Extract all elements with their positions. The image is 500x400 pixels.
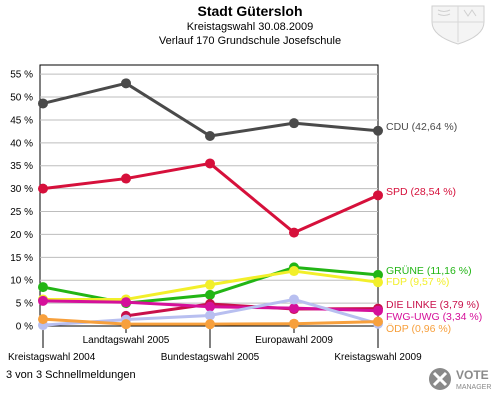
logo-text-vote: VOTE: [456, 368, 489, 382]
logo-text-manager: MANAGER: [456, 384, 491, 391]
data-point: [38, 183, 48, 194]
data-point: [289, 318, 299, 329]
chart-titles: Stadt Gütersloh Kreistagswahl 30.08.2009…: [0, 3, 500, 48]
data-point: [289, 294, 299, 305]
chart-title: Stadt Gütersloh: [197, 3, 303, 19]
series-end-label: GRÜNE (11,16 %): [386, 265, 472, 277]
x-tick-label: Kreistagswahl 2004: [8, 352, 96, 363]
data-point: [373, 316, 383, 327]
data-point: [38, 295, 48, 306]
data-point: [373, 305, 383, 316]
vote-manager-logo: VOTE MANAGER: [429, 368, 491, 391]
data-point: [373, 269, 383, 280]
series-end-label: SPD (28,54 %): [386, 186, 456, 198]
series-end-label: FWG-UWG (3,34 %): [386, 311, 482, 323]
data-point: [205, 319, 215, 330]
data-point: [289, 118, 299, 129]
series-end-label: CDU (42,64 %): [386, 121, 457, 133]
y-tick-label: 40 %: [10, 138, 33, 149]
coat-of-arms-icon: [431, 5, 485, 45]
data-point: [373, 190, 383, 201]
series-end-label: ÖDP (0,96 %): [386, 323, 451, 335]
footer-status: 3 von 3 Schnellmeldungen: [6, 369, 136, 381]
data-point: [121, 297, 131, 308]
data-point: [38, 282, 48, 293]
data-point: [289, 266, 299, 277]
series-end-label: DIE LINKE (3,79 %): [386, 299, 479, 311]
data-point: [38, 98, 48, 109]
y-tick-label: 10 %: [10, 276, 33, 287]
data-point: [121, 173, 131, 184]
series-labels: CDU (42,64 %) SPD (28,54 %) GRÜNE (11,16 %…: [386, 121, 482, 335]
data-point: [205, 289, 215, 300]
data-point: [205, 130, 215, 141]
x-tick-label: Bundestagswahl 2005: [161, 352, 260, 363]
y-tick-label: 45 %: [10, 115, 33, 126]
y-tick-label: 5 %: [16, 299, 33, 310]
data-point: [205, 158, 215, 169]
data-point: [121, 78, 131, 89]
y-tick-label: 15 %: [10, 253, 33, 264]
y-tick-label: 25 %: [10, 207, 33, 218]
data-point: [373, 125, 383, 136]
data-point: [289, 303, 299, 314]
y-tick-label: 55 %: [10, 70, 33, 81]
y-tick-label: 30 %: [10, 184, 33, 195]
y-tick-label: 0 %: [16, 322, 33, 333]
chart-subtitle-election: Kreistagswahl 30.08.2009: [186, 21, 314, 33]
axes: 0 % 5 % 10 % 15 % 20 % 25 % 30 % 35 % 40 % 45 % 50…: [8, 70, 422, 363]
x-tick-label: Kreistagswahl 2009: [334, 352, 422, 363]
x-tick-label: Landtagswahl 2005: [83, 335, 170, 346]
series-lines: [38, 78, 383, 331]
data-point: [205, 301, 215, 312]
y-tick-label: 35 %: [10, 161, 33, 172]
x-tick-label: Europawahl 2009: [255, 335, 333, 346]
data-point: [373, 277, 383, 288]
data-point: [289, 227, 299, 238]
data-point: [121, 319, 131, 330]
data-point: [38, 314, 48, 325]
data-point: [205, 279, 215, 290]
series-end-label: FDP (9,57 %): [386, 276, 449, 288]
y-tick-label: 20 %: [10, 230, 33, 241]
data-point: [205, 310, 215, 321]
chart-subtitle-district: Verlauf 170 Grundschule Josefschule: [158, 35, 342, 47]
y-tick-label: 50 %: [10, 93, 33, 104]
